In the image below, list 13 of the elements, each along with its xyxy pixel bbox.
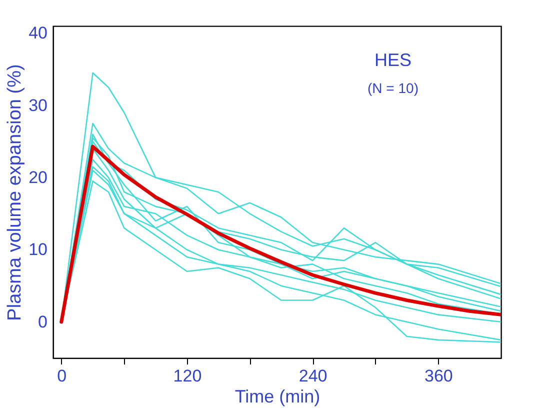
y-tick-label: 10 — [28, 240, 48, 260]
x-tick-label: 360 — [424, 366, 453, 386]
x-axis-title: Time (min) — [234, 386, 320, 406]
y-tick-label: 30 — [28, 96, 48, 115]
annotation: HES — [374, 50, 412, 70]
y-axis-title: Plasma volume expansion (%) — [4, 64, 26, 321]
x-tick-label: 120 — [173, 366, 202, 386]
y-tick-label: 40 — [28, 24, 48, 43]
y-tick-label: 0 — [38, 312, 48, 332]
x-tick-label: 0 — [57, 366, 67, 386]
x-tick-label: 240 — [298, 366, 328, 386]
annotation: (N = 10) — [368, 80, 418, 96]
y-tick-label: 20 — [28, 168, 48, 188]
